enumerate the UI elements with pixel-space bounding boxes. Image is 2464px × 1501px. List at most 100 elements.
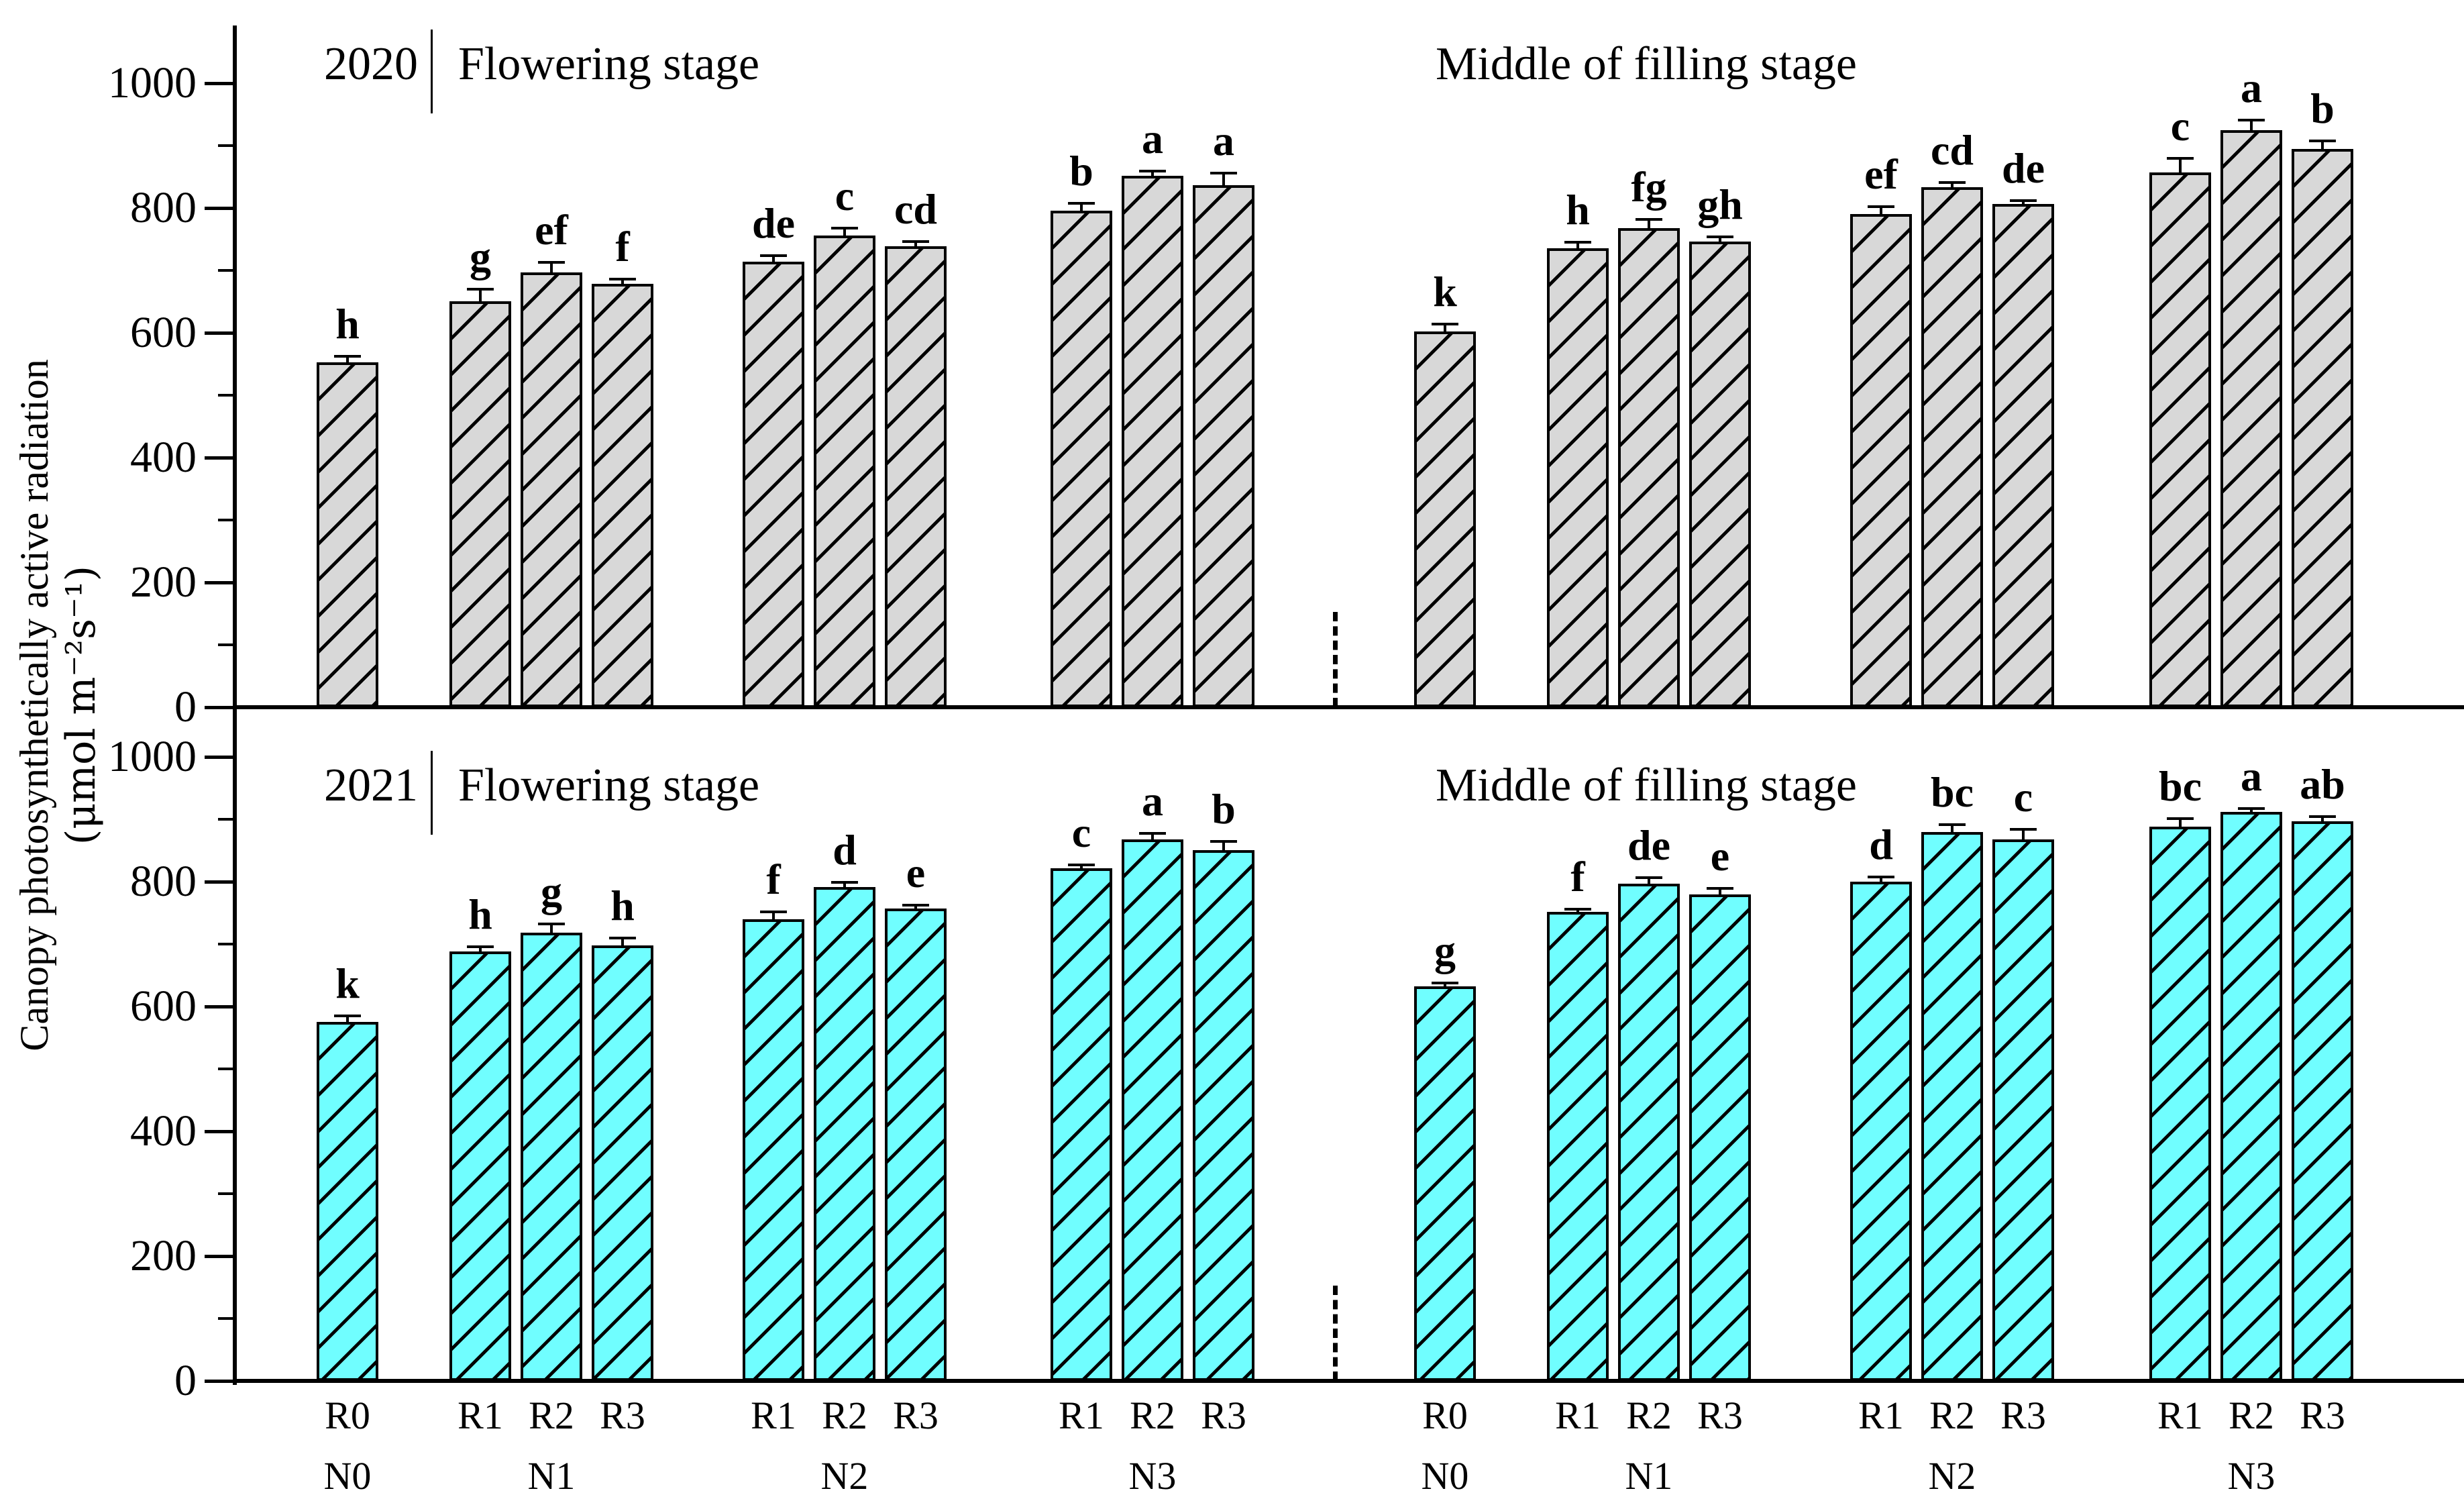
x-label-R2: R2 — [2229, 1394, 2274, 1437]
error-bar-cap — [1939, 181, 1966, 184]
bar-2020-N2-R1 — [1850, 214, 1912, 707]
error-bar — [1707, 236, 1733, 242]
error-bar-stem — [346, 1015, 349, 1022]
bar-2020-N3-R2 — [2220, 130, 2282, 707]
x-label-N1: N1 — [1625, 1454, 1673, 1498]
bar-2021-N3-R3 — [1193, 850, 1254, 1381]
y-minor-tick — [218, 943, 237, 945]
significance-letter: d — [833, 826, 857, 874]
x-label-R1: R1 — [458, 1394, 503, 1437]
significance-letter: ef — [535, 206, 568, 254]
y-minor-tick — [218, 1317, 237, 1320]
significance-letter: a — [1142, 777, 1163, 825]
y-major-tick — [205, 756, 237, 759]
year-label-2021: 2021 — [324, 760, 418, 811]
x-label-R0: R0 — [325, 1394, 370, 1437]
error-bar-cap — [1939, 823, 1966, 826]
significance-letter: h — [335, 300, 360, 348]
stage-title-flowering-2020: Flowering stage — [458, 38, 760, 90]
bar-2020-N2-R3 — [885, 246, 947, 707]
x-label-R3: R3 — [1697, 1394, 1743, 1437]
error-bar-stem — [772, 254, 775, 262]
significance-letter: g — [1434, 927, 1456, 974]
x-label-R3: R3 — [1201, 1394, 1246, 1437]
error-bar — [1868, 876, 1894, 882]
significance-letter: de — [752, 199, 795, 247]
error-bar-stem — [1222, 840, 1225, 850]
error-bar — [609, 278, 636, 284]
error-bar — [1939, 181, 1966, 187]
x-label-R3: R3 — [2300, 1394, 2345, 1437]
bar-2020-N3-R1 — [1051, 211, 1112, 707]
error-bar-stem — [914, 240, 917, 246]
significance-letter: f — [615, 223, 630, 270]
error-bar-stem — [1648, 218, 1650, 228]
bar-2021-N1-R1 — [1547, 912, 1609, 1381]
error-bar-stem — [1576, 241, 1579, 248]
error-bar — [760, 254, 787, 262]
error-bar-cap — [2309, 815, 2336, 818]
error-bar-cap — [2010, 828, 2037, 831]
bar-2021-N2-R3 — [1992, 839, 2054, 1381]
error-bar — [1432, 982, 1458, 986]
y-tick-label: 0 — [174, 682, 197, 731]
title-divider — [431, 30, 433, 113]
significance-letter: h — [468, 890, 492, 938]
bar-2021-N3-R3 — [2292, 821, 2353, 1381]
x-label-R2: R2 — [1626, 1394, 1672, 1437]
error-bar — [902, 904, 929, 909]
significance-letter: g — [470, 233, 491, 280]
significance-letter: c — [835, 172, 855, 219]
x-label-R2: R2 — [1929, 1394, 1975, 1437]
bar-2021-N3-R1 — [2149, 827, 2211, 1381]
error-bar-stem — [843, 227, 846, 236]
error-bar — [538, 923, 565, 933]
stage-title-filling-2021: Middle of filling stage — [1436, 760, 1857, 811]
error-bar-cap — [1139, 170, 1166, 172]
significance-letter: de — [1627, 821, 1670, 869]
error-bar-stem — [2179, 817, 2182, 827]
y-minor-tick — [218, 519, 237, 521]
x-label-R1: R1 — [1059, 1394, 1104, 1437]
error-bar — [609, 937, 636, 945]
bar-2021-N0-R0 — [317, 1022, 378, 1381]
bar-2020-N1-R2 — [521, 272, 582, 707]
error-bar-cap — [1868, 876, 1894, 878]
error-bar-cap — [1139, 832, 1166, 835]
bar-2021-N2-R1 — [743, 919, 804, 1381]
title-divider — [431, 751, 433, 835]
x-label-R1: R1 — [2157, 1394, 2203, 1437]
significance-letter: c — [2013, 773, 2033, 821]
y-tick-label: 200 — [130, 558, 197, 607]
significance-letter: c — [1071, 809, 1091, 856]
x-label-R2: R2 — [1130, 1394, 1175, 1437]
error-bar — [334, 355, 361, 362]
y-tick-label: 600 — [130, 982, 197, 1031]
bar-2020-N3-R1 — [2149, 172, 2211, 707]
error-bar-cap — [1564, 908, 1591, 911]
error-bar-stem — [2179, 157, 2182, 172]
error-bar-cap — [760, 911, 787, 913]
error-bar — [831, 881, 858, 887]
significance-letter: b — [1069, 147, 1093, 195]
error-bar — [1432, 323, 1458, 331]
y-minor-tick — [218, 269, 237, 272]
error-bar-cap — [1707, 236, 1733, 238]
error-bar-stem — [843, 881, 846, 887]
x-label-R2: R2 — [822, 1394, 867, 1437]
significance-letter: d — [1869, 821, 1893, 868]
bar-2021-N1-R3 — [1689, 894, 1751, 1381]
error-bar-cap — [1636, 218, 1662, 221]
x-label-R1: R1 — [1858, 1394, 1904, 1437]
error-bar-stem — [772, 911, 775, 919]
y-tick-label: 600 — [130, 308, 197, 357]
x-axis-line-2021 — [233, 1379, 2464, 1383]
y-major-tick — [205, 1130, 237, 1133]
error-bar-stem — [2022, 828, 2025, 839]
stage-separator-dashed-line — [1333, 1286, 1338, 1381]
y-tick-label: 0 — [174, 1356, 197, 1405]
x-label-N0: N0 — [323, 1454, 372, 1498]
significance-letter: c — [2170, 102, 2190, 150]
bar-2020-N1-R1 — [449, 301, 511, 707]
stage-separator-dashed-line — [1333, 612, 1338, 707]
